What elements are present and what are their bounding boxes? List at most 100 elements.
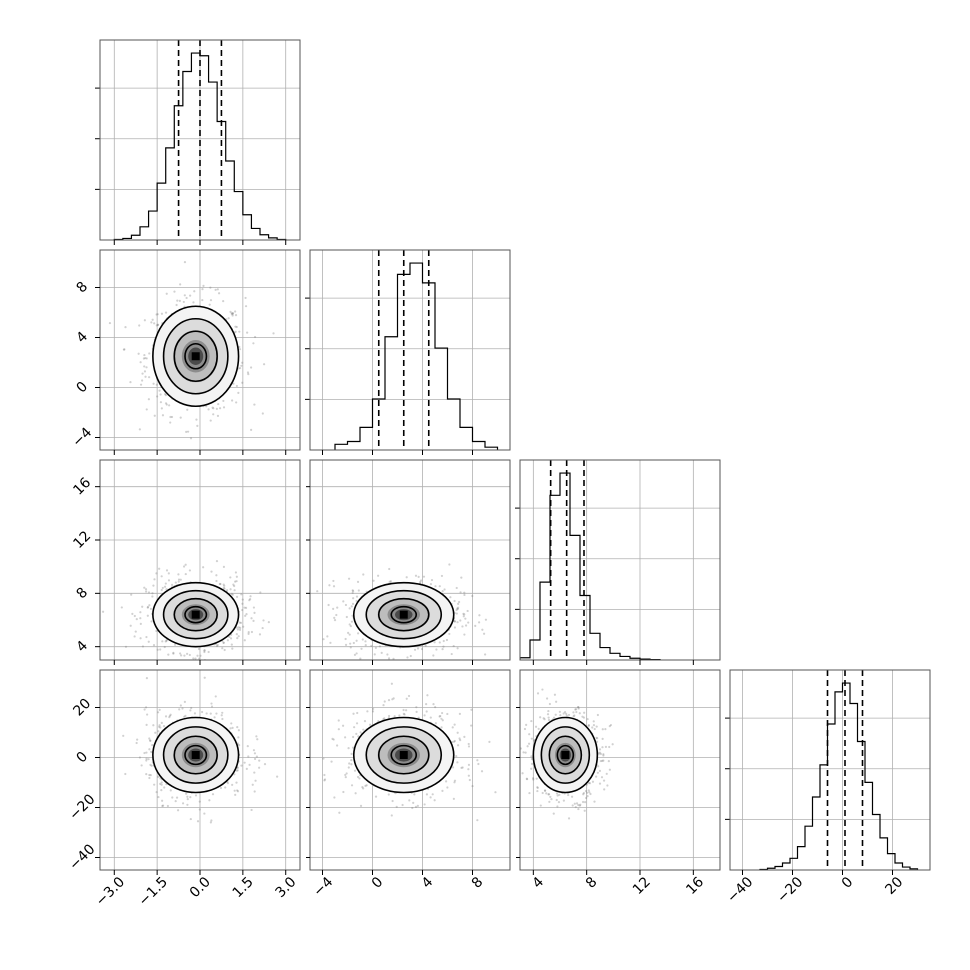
scatter-point (405, 709, 408, 712)
scatter-point (329, 641, 332, 644)
scatter-point (161, 804, 165, 807)
panel-inner (100, 460, 300, 660)
scatter-point (144, 706, 148, 709)
scatter-point (129, 624, 132, 627)
scatter-point (164, 311, 168, 314)
scatter-point (456, 731, 459, 734)
scatter-point (525, 723, 528, 726)
scatter-point (184, 563, 187, 566)
scatter-point (476, 819, 479, 822)
scatter-point (550, 798, 553, 801)
scatter-point (222, 583, 225, 586)
scatter-point (350, 752, 353, 755)
scatter-point (412, 801, 415, 804)
scatter-point (160, 781, 163, 784)
scatter-point (232, 583, 235, 586)
scatter-point (335, 613, 338, 617)
scatter-point (595, 736, 598, 739)
x-tick-label-0-3: 1.5 (230, 874, 257, 901)
scatter-point (203, 649, 206, 652)
scatter-point (451, 766, 455, 769)
scatter-point (536, 789, 539, 793)
scatter-point (536, 786, 539, 789)
contour-1 (162, 317, 229, 395)
scatter-point (216, 414, 220, 417)
scatter-point (222, 641, 225, 644)
scatter-point (222, 641, 225, 644)
scatter-point (350, 763, 353, 766)
scatter-point (429, 582, 433, 586)
scatter-point (228, 635, 231, 639)
scatter-point (258, 759, 261, 762)
scatter-point (160, 588, 163, 592)
scatter-point (593, 800, 596, 803)
x-tick-label-3-0: −40 (724, 874, 756, 906)
scatter-point (349, 642, 352, 645)
scatter-point (598, 769, 602, 772)
scatter-point (241, 598, 244, 601)
scatter-point (177, 578, 181, 581)
scatter-point (441, 789, 444, 792)
y-tick-label-2-0: 4 (74, 638, 92, 656)
scatter-point (230, 722, 233, 725)
scatter-point (156, 395, 159, 398)
scatter-point (535, 777, 538, 780)
scatter-point (527, 742, 531, 745)
scatter-point (215, 574, 218, 577)
scatter-point (323, 779, 326, 782)
scatter-point (198, 657, 201, 660)
scatter-point (221, 647, 224, 650)
scatter-point (147, 758, 150, 761)
scatter-point (459, 591, 462, 594)
histogram-3 (759, 682, 919, 870)
scatter-point (144, 588, 148, 591)
scatter-point (248, 763, 251, 766)
scatter-point (572, 711, 575, 714)
scatter-point (186, 408, 189, 411)
y-tick-label-3-0: −40 (66, 841, 98, 873)
scatter-point (539, 716, 542, 719)
scatter-point (158, 724, 161, 727)
scatter-point (448, 632, 451, 636)
scatter-point (201, 710, 204, 714)
scatter-point (236, 628, 239, 631)
scatter-point (225, 589, 229, 592)
scatter-point (604, 728, 607, 731)
scatter-point (229, 310, 232, 313)
scatter-point (460, 766, 463, 769)
panel-1-0 (95, 249, 301, 455)
scatter-point (150, 321, 153, 324)
scatter-point (188, 569, 192, 572)
scatter-point (429, 716, 432, 719)
scatter-point (177, 580, 180, 583)
scatter-point (243, 606, 246, 609)
scatter-point (609, 723, 613, 727)
contour-3 (184, 342, 208, 370)
scatter-point (383, 717, 386, 720)
scatter-point (276, 775, 279, 778)
scatter-point (160, 312, 164, 315)
scatter-point (455, 612, 458, 615)
scatter-point (236, 726, 239, 729)
contour-0 (152, 716, 240, 794)
scatter-point (350, 620, 354, 623)
scatter-point (148, 352, 151, 355)
scatter-point (441, 711, 444, 715)
scatter-point (541, 688, 544, 691)
scatter-point (349, 625, 352, 628)
scatter-point (353, 726, 356, 729)
scatter-point (165, 588, 168, 591)
scatter-point (582, 792, 585, 795)
scatter-point (261, 626, 264, 630)
scatter-point (345, 615, 348, 619)
scatter-point (597, 752, 600, 755)
scatter-point (382, 703, 385, 707)
scatter-point (172, 651, 175, 655)
scatter-point (250, 630, 254, 634)
scatter-point (337, 719, 340, 722)
contour-3 (184, 744, 208, 766)
scatter-point (240, 764, 243, 767)
scatter-point (156, 313, 159, 316)
scatter-point (353, 653, 357, 656)
scatter-point (235, 595, 239, 598)
